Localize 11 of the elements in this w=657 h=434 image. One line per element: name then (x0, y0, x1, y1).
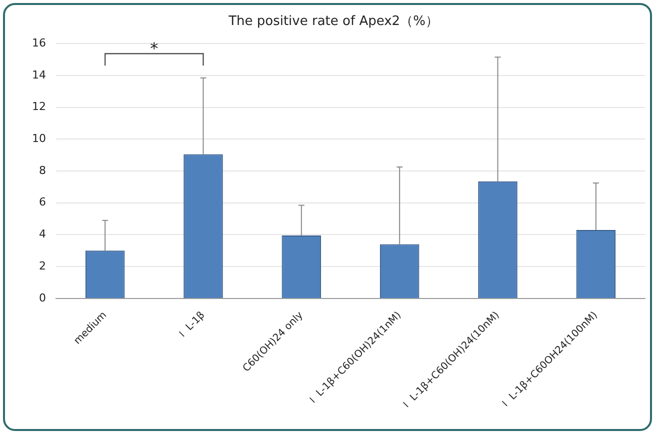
y-tick-label: 6 (38, 196, 46, 209)
y-tick-label: 10 (32, 132, 46, 146)
annotation: * (150, 38, 158, 58)
y-tick-label: 0 (38, 291, 46, 304)
y-tick-label: 12 (32, 100, 46, 114)
y-tick-label: 8 (38, 164, 46, 177)
y-tick-label: 16 (32, 36, 46, 50)
y-tick-label: 4 (38, 228, 46, 241)
y-tick-label: 14 (32, 68, 46, 82)
chart-title: The positive rate of Apex2（%） (228, 14, 438, 30)
y-tick-label: 2 (38, 259, 46, 272)
